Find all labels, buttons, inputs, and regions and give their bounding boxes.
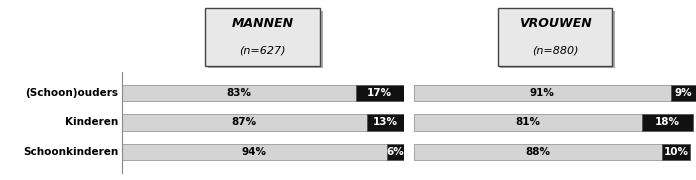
Text: MANNEN: MANNEN [232, 17, 294, 30]
Text: 87%: 87% [232, 117, 257, 127]
FancyBboxPatch shape [205, 8, 320, 66]
Text: 13%: 13% [373, 117, 398, 127]
Text: Schoonkinderen: Schoonkinderen [23, 147, 118, 157]
Bar [671, 85, 696, 101]
Bar [414, 85, 671, 101]
FancyBboxPatch shape [498, 8, 612, 66]
Bar [122, 85, 356, 101]
Bar [387, 144, 404, 160]
FancyBboxPatch shape [208, 11, 323, 68]
FancyBboxPatch shape [500, 11, 615, 68]
Text: 18%: 18% [656, 117, 680, 127]
Text: 10%: 10% [664, 147, 689, 157]
Bar [356, 85, 404, 101]
Text: 91%: 91% [530, 88, 555, 98]
Bar [642, 114, 693, 130]
Bar [367, 114, 404, 130]
Text: VROUWEN: VROUWEN [519, 17, 592, 30]
Text: (n=880): (n=880) [532, 45, 578, 55]
Text: 88%: 88% [525, 147, 551, 157]
Text: (Schoon)ouders: (Schoon)ouders [25, 88, 118, 98]
Bar [122, 114, 367, 130]
Text: 94%: 94% [242, 147, 267, 157]
Bar [122, 144, 387, 160]
Text: (n=627): (n=627) [239, 45, 286, 55]
Text: 6%: 6% [386, 147, 404, 157]
Bar [662, 144, 690, 160]
Text: Kinderen: Kinderen [65, 117, 118, 127]
Bar [414, 114, 642, 130]
Text: 83%: 83% [226, 88, 251, 98]
Text: 81%: 81% [516, 117, 541, 127]
Text: 9%: 9% [674, 88, 692, 98]
Bar [414, 144, 662, 160]
Text: 17%: 17% [367, 88, 393, 98]
